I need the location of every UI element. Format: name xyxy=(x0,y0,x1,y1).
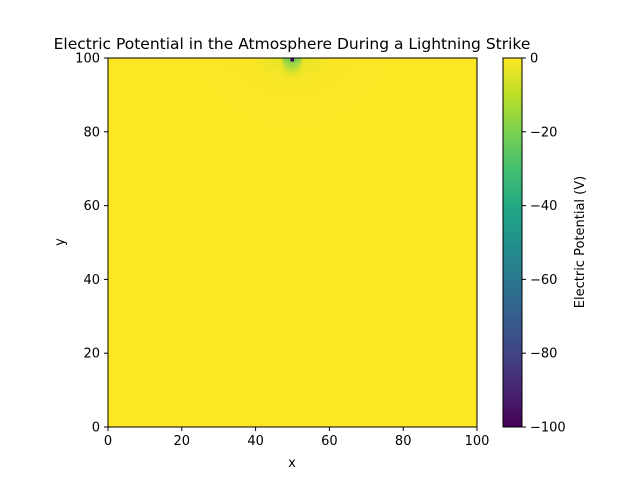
plot-area xyxy=(108,58,477,427)
x-tick-label: 60 xyxy=(321,434,338,449)
potential-core-halo xyxy=(282,58,302,78)
plot-frame xyxy=(107,57,478,428)
y-tick-label: 60 xyxy=(83,199,100,214)
colorbar-tick-label: −40 xyxy=(530,199,557,214)
potential-mid-halo xyxy=(258,58,326,104)
x-tick-label: 40 xyxy=(247,434,264,449)
y-tick-label: 80 xyxy=(83,125,100,140)
colorbar-tick-label: 0 xyxy=(530,52,538,67)
colorbar-tick-label: −60 xyxy=(530,273,557,288)
colorbar-tick-label: −80 xyxy=(530,347,557,362)
colorbar-tick-label: −100 xyxy=(530,421,566,436)
colorbar-ticks: 0 −20 −40 −60 −80 −100 xyxy=(522,52,566,436)
x-tick-label: 0 xyxy=(104,434,112,449)
colorbar-label: Electric Potential (V) xyxy=(573,176,588,308)
y-tick-label: 20 xyxy=(83,347,100,362)
potential-wide-halo xyxy=(200,58,384,198)
y-tick-label: 100 xyxy=(75,52,100,67)
x-tick-label: 80 xyxy=(395,434,412,449)
y-axis-label: y xyxy=(53,238,68,246)
y-tick-label: 0 xyxy=(92,421,100,436)
colorbar-gradient xyxy=(503,58,522,427)
x-tick-label: 100 xyxy=(465,434,490,449)
colorbar: 0 −20 −40 −60 −80 −100 Electric Potential (V) xyxy=(502,52,588,436)
y-tick-label: 40 xyxy=(83,273,100,288)
colorbar-tick-label: −20 xyxy=(530,125,557,140)
colorbar-frame xyxy=(502,57,523,428)
x-tick-label: 20 xyxy=(174,434,191,449)
x-axis: 0 20 40 60 80 100 xyxy=(104,427,490,449)
lightning-source-point xyxy=(290,58,294,62)
x-axis-label: x xyxy=(288,456,296,471)
y-axis: 0 20 40 60 80 100 xyxy=(75,52,108,436)
chart-title: Electric Potential in the Atmosphere Dur… xyxy=(54,35,531,53)
